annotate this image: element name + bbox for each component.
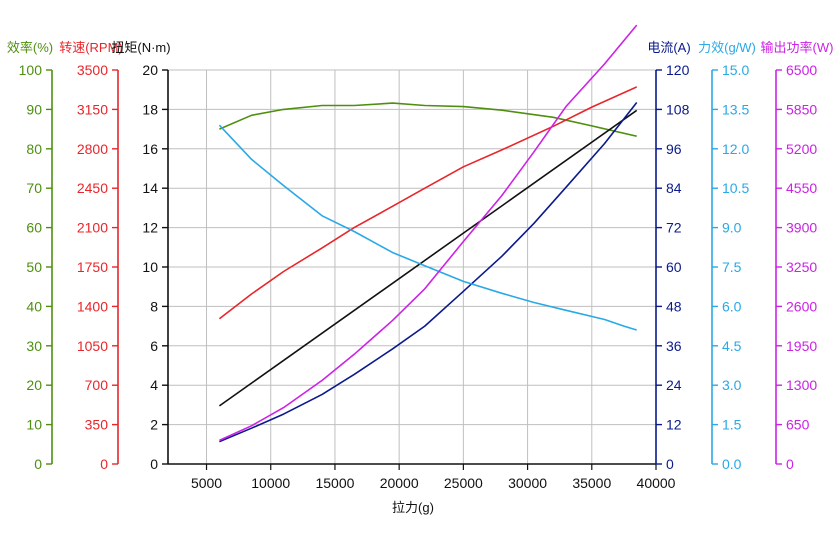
y-tick-label: 60 xyxy=(666,259,682,275)
y-axis-title: 力效(g/W) xyxy=(698,40,756,55)
y-tick-label: 10.5 xyxy=(722,180,749,196)
series-line-eff xyxy=(219,102,637,137)
y-tick-label: 650 xyxy=(786,417,810,433)
y-tick-label: 36 xyxy=(666,338,682,354)
x-tick-label: 10000 xyxy=(251,475,290,491)
y-tick-label: 90 xyxy=(26,101,42,117)
series xyxy=(218,24,638,443)
y-axis-current: 0 12 24 36 48 60 72 84 96 108 120 电流(A) xyxy=(647,40,690,472)
y-tick-label: 0 xyxy=(666,456,674,472)
y-tick-label: 0 xyxy=(34,456,42,472)
y-tick-label: 2800 xyxy=(77,141,108,157)
grid xyxy=(168,69,657,464)
axes: 5000 10000 15000 20000 25000 30000 35000 400000… xyxy=(7,40,834,491)
y-tick-label: 14 xyxy=(142,180,158,196)
y-tick-label: 20 xyxy=(26,377,42,393)
y-tick-label: 3500 xyxy=(77,62,108,78)
y-tick-label: 3250 xyxy=(786,259,817,275)
y-tick-label: 2100 xyxy=(77,220,108,236)
y-tick-label: 30 xyxy=(26,338,42,354)
x-tick-label: 5000 xyxy=(191,475,222,491)
y-tick-label: 0.0 xyxy=(722,456,742,472)
y-axis-torque: 0 2 4 6 8 10 12 14 16 18 20 扭矩(N·m) xyxy=(111,40,170,472)
y-tick-label: 72 xyxy=(666,220,682,236)
y-tick-label: 3.0 xyxy=(722,377,742,393)
y-tick-label: 50 xyxy=(26,259,42,275)
y-tick-label: 120 xyxy=(666,62,690,78)
y-tick-label: 100 xyxy=(19,62,43,78)
x-tick-label: 20000 xyxy=(380,475,419,491)
y-axis-title: 效率(%) xyxy=(7,40,53,55)
series-line-power_eff xyxy=(218,124,637,331)
x-tick-label: 25000 xyxy=(444,475,483,491)
y-tick-label: 24 xyxy=(666,377,682,393)
y-tick-label: 5200 xyxy=(786,141,817,157)
y-tick-label: 60 xyxy=(26,220,42,236)
y-tick-label: 8 xyxy=(150,298,158,314)
y-tick-label: 3900 xyxy=(786,220,817,236)
y-tick-label: 84 xyxy=(666,180,682,196)
y-tick-label: 15.0 xyxy=(722,62,749,78)
y-tick-label: 1950 xyxy=(786,338,817,354)
series-line-power xyxy=(219,24,638,442)
y-tick-label: 1050 xyxy=(77,338,108,354)
y-tick-label: 108 xyxy=(666,101,690,117)
y-tick-label: 1300 xyxy=(786,377,817,393)
y-axis-title: 扭矩(N·m) xyxy=(111,40,170,55)
y-tick-label: 13.5 xyxy=(722,101,749,117)
y-axis-power: 0 650 1300 1950 2600 3250 3900 4550 5200 5850 6500… xyxy=(761,40,834,472)
y-tick-label: 4.5 xyxy=(722,338,742,354)
y-tick-label: 700 xyxy=(85,377,109,393)
x-tick-label: 15000 xyxy=(315,475,354,491)
y-tick-label: 0 xyxy=(150,456,158,472)
y-tick-label: 350 xyxy=(85,417,109,433)
y-tick-label: 96 xyxy=(666,141,682,157)
series-line-current xyxy=(219,102,638,443)
series-line-torque xyxy=(218,109,638,407)
y-tick-label: 1400 xyxy=(77,298,108,314)
y-tick-label: 10 xyxy=(26,417,42,433)
y-tick-label: 18 xyxy=(142,101,158,117)
y-tick-label: 2600 xyxy=(786,298,817,314)
y-tick-label: 7.5 xyxy=(722,259,742,275)
x-tick-label: 30000 xyxy=(508,475,547,491)
y-tick-label: 1.5 xyxy=(722,417,742,433)
y-tick-label: 70 xyxy=(26,180,42,196)
y-tick-label: 12 xyxy=(142,220,158,236)
y-tick-label: 1750 xyxy=(77,259,108,275)
y-axis-eff: 0 10 20 30 40 50 60 70 80 90 100 效率(%) xyxy=(7,40,53,472)
y-tick-label: 9.0 xyxy=(722,220,742,236)
y-tick-label: 4550 xyxy=(786,180,817,196)
x-axis-title: 拉力(g) xyxy=(392,500,434,515)
y-axis-rpm: 0 350 700 1050 1400 1750 2100 2450 2800 3150 3500 转… xyxy=(59,40,123,472)
y-tick-label: 0 xyxy=(786,456,794,472)
y-tick-label: 20 xyxy=(142,62,158,78)
y-tick-label: 16 xyxy=(142,141,158,157)
x-tick-label: 40000 xyxy=(637,475,676,491)
series-line-rpm xyxy=(218,86,638,320)
y-axis-title: 转速(RPM) xyxy=(59,40,123,55)
y-tick-label: 0 xyxy=(100,456,108,472)
y-tick-label: 10 xyxy=(142,259,158,275)
y-tick-label: 12.0 xyxy=(722,141,749,157)
y-tick-label: 48 xyxy=(666,298,682,314)
y-tick-label: 80 xyxy=(26,141,42,157)
y-axis-power_eff: 0.0 1.5 3.0 4.5 6.0 7.5 9.0 10.5 12.0 13.5 15.0 力效(… xyxy=(698,40,756,472)
y-axis-title: 电流(A) xyxy=(647,40,690,55)
x-tick-label: 35000 xyxy=(572,475,611,491)
y-tick-label: 2450 xyxy=(77,180,108,196)
y-tick-label: 6500 xyxy=(786,62,817,78)
y-tick-label: 6.0 xyxy=(722,298,742,314)
y-tick-label: 6 xyxy=(150,338,158,354)
y-tick-label: 12 xyxy=(666,417,682,433)
y-tick-label: 3150 xyxy=(77,101,108,117)
y-tick-label: 5850 xyxy=(786,101,817,117)
y-axis-title: 输出功率(W) xyxy=(761,40,834,55)
y-tick-label: 4 xyxy=(150,377,158,393)
y-tick-label: 40 xyxy=(26,298,42,314)
y-tick-label: 2 xyxy=(150,417,158,433)
